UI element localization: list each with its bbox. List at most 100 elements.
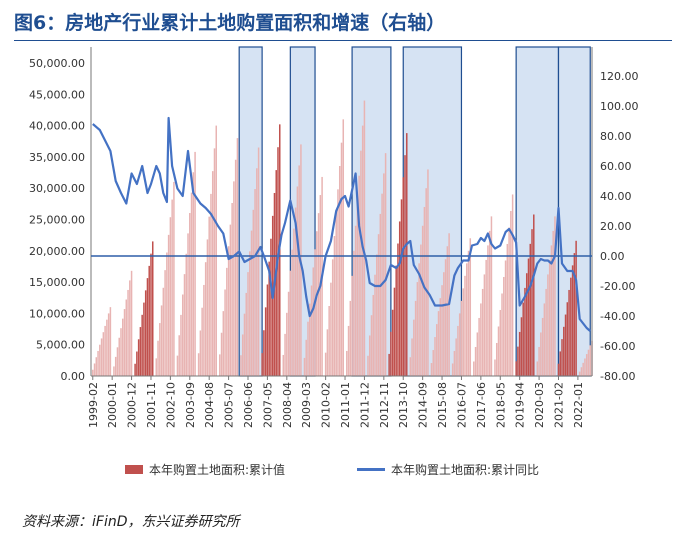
y-right-tick-5: 20.00 (600, 220, 632, 233)
bar-2018-6 (501, 293, 503, 376)
y-left-tick-10: 50,000.00 (29, 57, 85, 70)
bar-2022-6 (585, 354, 588, 376)
bar-2017-7 (481, 288, 484, 376)
bar-2021-11 (573, 253, 576, 376)
bar-2012-5 (372, 294, 375, 376)
bar-2014-7 (418, 263, 420, 376)
axes (90, 47, 593, 377)
bar-2002-6 (162, 287, 165, 376)
bar-2005-6 (226, 267, 228, 376)
bar-2008-10 (296, 186, 299, 376)
bar-2021-2 (557, 363, 560, 376)
bar-2014-9 (421, 225, 424, 376)
bar-2020-12 (554, 216, 556, 376)
bar-2014-12 (427, 169, 429, 376)
bar-2014-8 (420, 244, 422, 376)
bar-2002-3 (157, 340, 159, 376)
y-left-tick-5: 25,000.00 (29, 214, 85, 227)
bar-2016-9 (464, 275, 466, 376)
bar-2012-12 (384, 153, 387, 376)
bar-1999-2 (92, 369, 94, 376)
x-tick-5: 2003-09 (184, 382, 197, 428)
bar-2002-2 (155, 358, 158, 376)
bar-2008-3 (284, 333, 286, 376)
bar-2014-4 (413, 319, 415, 376)
bar-2020-6 (543, 303, 546, 376)
bar-2003-6 (183, 274, 186, 376)
bar-2018-2 (494, 359, 496, 376)
bar-2013-11 (404, 155, 406, 376)
y-right-tick-4: 0.00 (600, 250, 625, 263)
bar-2019-8 (525, 273, 528, 376)
bar-2015-10 (444, 259, 447, 376)
bar-1999-8 (102, 332, 105, 376)
bar-2001-3 (136, 351, 138, 376)
bar-1999-6 (99, 344, 101, 376)
bar-2018-3 (495, 342, 498, 376)
bar-2000-4 (116, 347, 119, 376)
y-right-tick-6: 40.00 (600, 190, 632, 203)
bar-2006-10 (254, 189, 256, 376)
bar-2017-11 (488, 230, 491, 376)
bar-2019-3 (517, 346, 519, 376)
bar-2007-3 (263, 330, 265, 376)
x-tick-19: 2016-07 (455, 382, 468, 428)
bar-2004-12 (215, 125, 217, 376)
bar-1999-12 (109, 307, 112, 376)
bar-1999-4 (95, 357, 98, 376)
bar-2010-4 (328, 306, 330, 376)
bar-2021-7 (566, 302, 569, 376)
bar-2006-4 (243, 313, 246, 376)
bar-2006-8 (250, 230, 253, 376)
bar-2005-7 (227, 246, 230, 376)
legend-bar: 本年购置土地面积:累计值 (125, 461, 285, 478)
bar-2017-12 (490, 216, 493, 376)
bar-2016-7 (460, 300, 463, 376)
bar-2022-4 (582, 362, 584, 376)
bar-2018-7 (503, 276, 505, 376)
bar-2009-2 (303, 357, 306, 376)
bar-2013-5 (393, 287, 396, 376)
y-right-tick-3: -20.00 (600, 280, 635, 293)
bar-2011-12 (363, 100, 366, 376)
bar-2002-9 (167, 234, 170, 376)
x-tick-13: 2011-01 (339, 382, 352, 428)
bar-2020-7 (545, 288, 547, 376)
bar-2012-6 (374, 274, 376, 376)
bar-2015-7 (439, 298, 442, 376)
y-left-tick-7: 35,000.00 (29, 151, 85, 164)
bar-2013-4 (391, 309, 394, 376)
bar-2007-6 (268, 261, 270, 376)
bar-2012-3 (368, 335, 371, 376)
bar-2012-7 (376, 254, 378, 376)
legend-bar-label: 本年购置土地面积:累计值 (149, 463, 286, 477)
bar-2020-3 (538, 346, 540, 376)
bar-2018-5 (499, 309, 502, 376)
bar-2021-10 (571, 265, 574, 376)
x-tick-0: 1999-02 (87, 382, 100, 428)
bar-2014-6 (416, 282, 419, 376)
bar-2011-6 (353, 250, 355, 376)
bar-2016-8 (462, 288, 464, 376)
bar-2004-2 (197, 353, 200, 376)
legend-line-swatch (357, 468, 385, 471)
bar-2007-4 (264, 307, 267, 376)
bar-2008-11 (298, 165, 300, 376)
bar-2011-5 (351, 275, 353, 376)
y-left-tick-4: 20,000.00 (29, 245, 85, 258)
bar-2018-8 (504, 260, 507, 376)
x-tick-17: 2014-09 (417, 382, 430, 428)
bar-2013-9 (400, 199, 403, 376)
bar-2013-6 (395, 265, 397, 376)
y-right-tick-2: -40.00 (600, 310, 635, 323)
y-right-tick-9: 100.00 (600, 100, 639, 113)
bar-2016-4 (455, 338, 457, 376)
bar-2004-10 (211, 171, 214, 376)
bar-2000-7 (122, 318, 124, 376)
bar-2000-10 (127, 289, 129, 376)
bar-2012-11 (383, 173, 385, 376)
bar-2010-3 (326, 329, 329, 376)
x-tick-18: 2015-08 (436, 382, 449, 428)
bar-2005-4 (222, 311, 225, 376)
bar-2002-5 (160, 305, 163, 376)
